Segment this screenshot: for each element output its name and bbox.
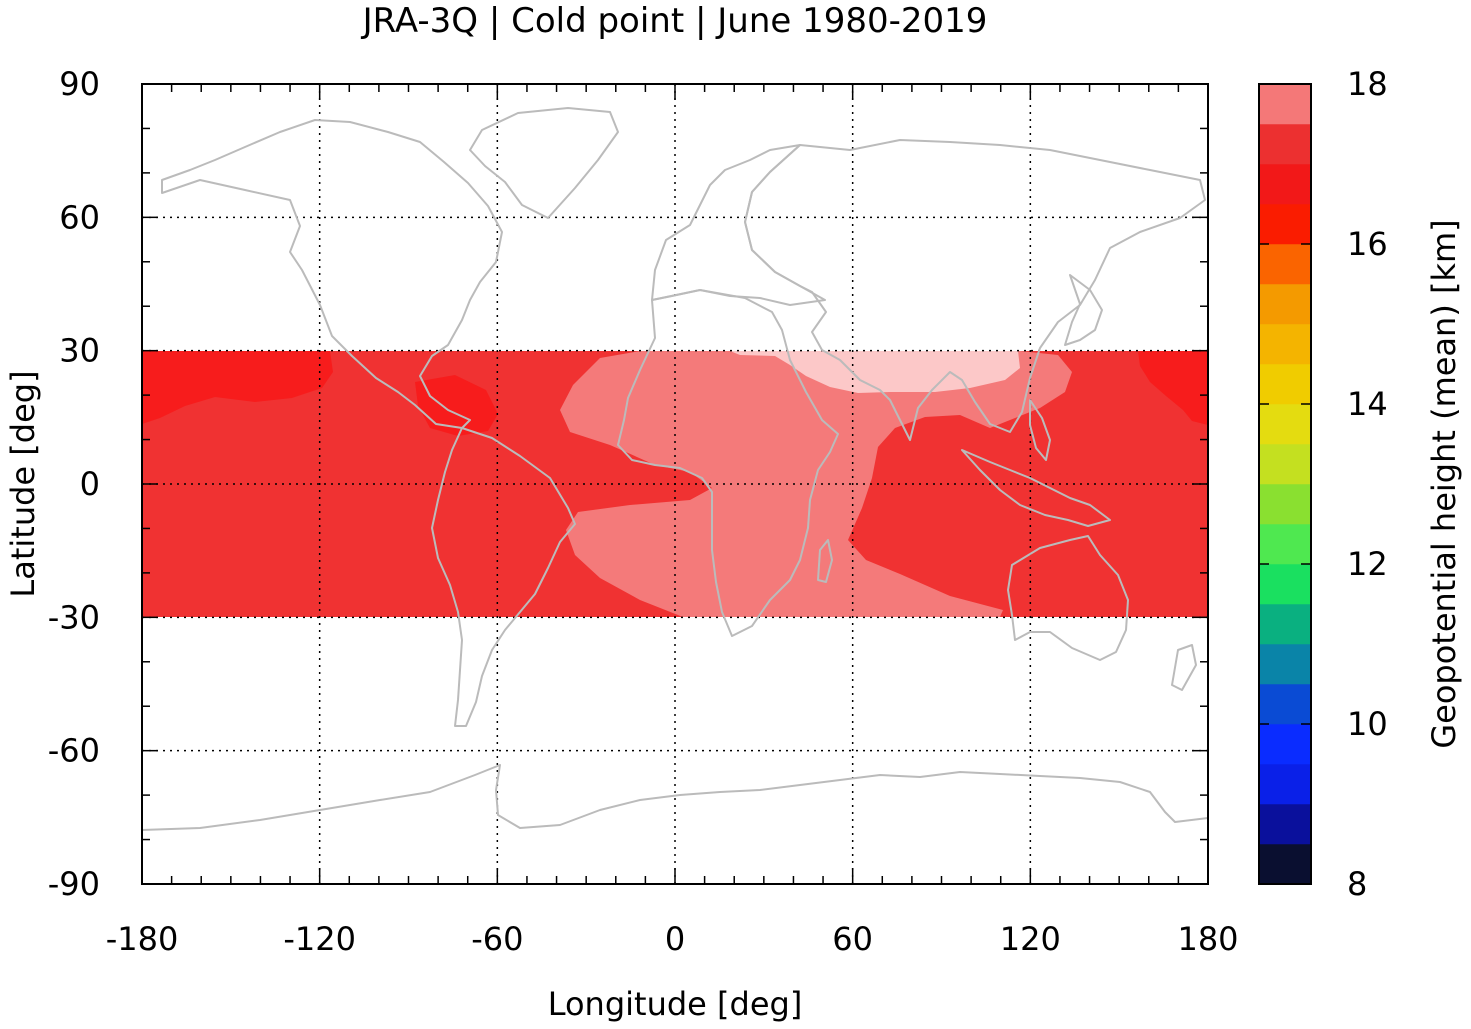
colorbar-bin bbox=[1258, 123, 1312, 165]
coastline-south-america bbox=[431, 427, 576, 727]
coastline-antarctica bbox=[142, 764, 1208, 831]
y-tick-label: 90 bbox=[59, 65, 100, 103]
plot-area bbox=[142, 84, 1208, 884]
coastline-africa bbox=[617, 289, 839, 637]
coastlines bbox=[142, 107, 1208, 831]
x-tick-label: 60 bbox=[832, 920, 873, 958]
colorbar-bin bbox=[1258, 163, 1312, 205]
colorbar-tick-label: 16 bbox=[1347, 225, 1388, 263]
colorbar-tick-label: 10 bbox=[1347, 705, 1388, 743]
colorbar-bin bbox=[1258, 483, 1312, 525]
y-axis-label: Latitude [deg] bbox=[4, 370, 42, 597]
colorbar-bin bbox=[1258, 643, 1312, 685]
coastline-madagascar bbox=[817, 539, 833, 583]
colorbar-tick-label: 12 bbox=[1347, 545, 1388, 583]
colorbar-ticks: 18 16 14 12 10 8 bbox=[1259, 65, 1388, 903]
colorbar-bin bbox=[1258, 403, 1312, 445]
grid-lines bbox=[142, 84, 1208, 884]
field-16-0-caribbean bbox=[415, 375, 498, 436]
x-tick-label: -180 bbox=[106, 920, 179, 958]
y-tick-label: -60 bbox=[48, 732, 100, 770]
colorbar-tick-label: 14 bbox=[1347, 385, 1388, 423]
colorbar-bin bbox=[1258, 723, 1312, 765]
colorbar-tick-label: 8 bbox=[1347, 865, 1367, 903]
colorbar-bin bbox=[1258, 523, 1312, 565]
colorbar-bin bbox=[1258, 243, 1312, 285]
coastline-new-zealand bbox=[1171, 644, 1197, 691]
y-tick-label: 30 bbox=[59, 332, 100, 370]
field-16-0-west-pacific bbox=[142, 351, 333, 424]
coastline-greenland bbox=[469, 107, 619, 219]
colorbar-label: Geopotential height (mean) [km] bbox=[1425, 219, 1463, 748]
x-axis: -180 -120 -60 0 60 120 180 bbox=[106, 84, 1239, 958]
y-tick-label: -30 bbox=[48, 598, 100, 636]
colorbar-bin bbox=[1258, 603, 1312, 645]
x-tick-label: 180 bbox=[1177, 920, 1238, 958]
coastline-australia bbox=[1007, 535, 1129, 661]
colorbar-bin bbox=[1258, 563, 1312, 605]
colorbar-bin bbox=[1258, 843, 1312, 885]
colorbar-bin bbox=[1258, 683, 1312, 725]
colorbar-bin bbox=[1258, 763, 1312, 805]
colorbar-frame bbox=[1258, 83, 1312, 885]
colorbar-bin bbox=[1258, 203, 1312, 245]
coastline-japan bbox=[1064, 274, 1103, 346]
colorbar-bin bbox=[1258, 443, 1312, 485]
y-tick-label: 60 bbox=[59, 198, 100, 236]
colorbar-bin bbox=[1258, 323, 1312, 365]
colorbar-bin bbox=[1258, 83, 1312, 125]
y-tick-label: 0 bbox=[80, 465, 100, 503]
colorbar bbox=[1258, 83, 1312, 885]
x-axis-label: Longitude [deg] bbox=[548, 985, 803, 1023]
chart-title: JRA-3Q | Cold point | June 1980-2019 bbox=[361, 1, 988, 41]
coastline-north-america bbox=[161, 119, 503, 429]
colorbar-tick-label: 18 bbox=[1347, 65, 1388, 103]
field-16-0-east-pacific bbox=[1138, 351, 1208, 425]
x-tick-label: -120 bbox=[283, 920, 356, 958]
y-axis: 90 60 30 0 -30 -60 -90 bbox=[48, 65, 1208, 903]
x-tick-label: -60 bbox=[471, 920, 523, 958]
colorbar-bin bbox=[1258, 803, 1312, 845]
field-17-5-asian-monsoon bbox=[730, 351, 1020, 393]
coastline-southeast-asia bbox=[961, 449, 1111, 527]
x-tick-label: 120 bbox=[1000, 920, 1061, 958]
y-tick-label: -90 bbox=[48, 865, 100, 903]
colorbar-bin bbox=[1258, 283, 1312, 325]
x-tick-label: 0 bbox=[665, 920, 685, 958]
colorbar-bin bbox=[1258, 363, 1312, 405]
coastline-philippines bbox=[1029, 399, 1051, 461]
coastline-asia bbox=[744, 139, 1206, 441]
